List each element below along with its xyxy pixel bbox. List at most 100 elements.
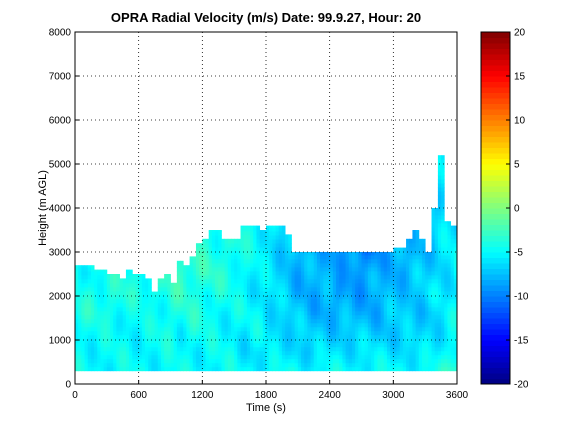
- heatmap-cell: [157, 282, 162, 288]
- heatmap-cell: [393, 298, 397, 304]
- heatmap-cell: [250, 227, 254, 232]
- heatmap-cell: [84, 302, 89, 308]
- heatmap-cell: [202, 294, 206, 300]
- heatmap-cell: [250, 251, 254, 256]
- heatmap-cell: [253, 354, 257, 360]
- heatmap-cell: [386, 274, 391, 280]
- heatmap-cell: [434, 259, 439, 264]
- heatmap-cell: [259, 282, 264, 288]
- heatmap-cell: [125, 322, 130, 328]
- heatmap-cell: [351, 310, 356, 316]
- heatmap-cell: [164, 330, 168, 336]
- heatmap-cell: [186, 314, 190, 320]
- heatmap-cell: [415, 294, 420, 300]
- heatmap-cell: [75, 314, 79, 320]
- heatmap-cell: [291, 338, 296, 344]
- heatmap-cell: [307, 338, 311, 344]
- heatmap-cell: [237, 354, 241, 360]
- heatmap-cell: [332, 270, 337, 276]
- heatmap-cell: [164, 354, 168, 360]
- heatmap-cell: [313, 270, 318, 276]
- heatmap-cell: [441, 239, 445, 244]
- heatmap-cell: [237, 366, 241, 372]
- heatmap-cell: [450, 318, 455, 324]
- heatmap-cell: [132, 326, 136, 332]
- heatmap-cell: [259, 290, 264, 296]
- heatmap-cell: [110, 286, 114, 292]
- heatmap-cell: [243, 255, 248, 260]
- heatmap-cell: [145, 310, 149, 316]
- heatmap-cell: [266, 259, 270, 264]
- heatmap-cell: [409, 342, 413, 348]
- heatmap-cell: [371, 266, 375, 272]
- heatmap-cell: [211, 350, 216, 356]
- heatmap-cell: [141, 318, 146, 324]
- heatmap-cell: [199, 338, 203, 344]
- heatmap-cell: [75, 286, 79, 292]
- heatmap-cell: [434, 239, 439, 244]
- heatmap-cell: [224, 243, 229, 248]
- y-tick-label: 4000: [49, 204, 72, 215]
- heatmap-cell: [425, 306, 429, 312]
- heatmap-cell: [444, 294, 448, 300]
- heatmap-cell: [377, 346, 381, 352]
- heatmap-cell: [437, 282, 442, 288]
- heatmap-cell: [278, 318, 283, 324]
- heatmap-cell: [234, 358, 238, 364]
- heatmap-cell: [316, 294, 321, 300]
- colorbar-segment: [481, 59, 510, 66]
- heatmap-cell: [141, 350, 146, 356]
- heatmap-cell: [87, 306, 92, 312]
- heatmap-cell: [125, 354, 130, 360]
- heatmap-cell: [119, 338, 124, 344]
- heatmap-cell: [444, 330, 448, 336]
- heatmap-cell: [383, 259, 388, 264]
- heatmap-cell: [453, 255, 458, 260]
- heatmap-cell: [211, 255, 216, 260]
- heatmap-cell: [119, 358, 124, 364]
- heatmap-cell: [288, 322, 292, 328]
- heatmap-cell: [183, 270, 187, 276]
- heatmap-cell: [364, 366, 369, 372]
- heatmap-cell: [316, 310, 321, 316]
- heatmap-cell: [386, 259, 391, 264]
- heatmap-cell: [281, 302, 286, 308]
- heatmap-cell: [409, 338, 413, 344]
- heatmap-cell: [90, 362, 95, 368]
- heatmap-cell: [278, 239, 283, 244]
- heatmap-cell: [240, 298, 245, 304]
- heatmap-cell: [151, 346, 155, 352]
- heatmap-cell: [84, 282, 89, 288]
- heatmap-cell: [215, 354, 219, 360]
- heatmap-cell: [224, 278, 229, 284]
- heatmap-cell: [377, 298, 381, 304]
- heatmap-cell: [415, 263, 420, 268]
- heatmap-cell: [243, 366, 248, 372]
- heatmap-cell: [434, 330, 439, 336]
- heatmap-cell: [272, 227, 276, 232]
- heatmap-cell: [84, 346, 89, 352]
- heatmap-cell: [195, 338, 200, 344]
- heatmap-cell: [215, 243, 219, 248]
- heatmap-cell: [243, 350, 248, 356]
- heatmap-cell: [396, 247, 401, 252]
- heatmap-cell: [307, 298, 311, 304]
- heatmap-cell: [224, 270, 229, 276]
- heatmap-cell: [428, 278, 432, 284]
- heatmap-cell: [240, 231, 245, 236]
- heatmap-cell: [434, 208, 439, 212]
- heatmap-cell: [342, 314, 346, 320]
- heatmap-cell: [269, 263, 273, 268]
- heatmap-cell: [234, 238, 238, 240]
- heatmap-cell: [90, 322, 95, 328]
- heatmap-cell: [275, 255, 280, 260]
- heatmap-cell: [323, 326, 327, 332]
- heatmap-cell: [215, 235, 219, 240]
- heatmap-cell: [180, 326, 184, 332]
- heatmap-cell: [380, 346, 385, 352]
- heatmap-cell: [364, 302, 369, 308]
- heatmap-cell: [224, 274, 229, 280]
- heatmap-cell: [97, 354, 101, 360]
- heatmap-cell: [170, 334, 175, 340]
- heatmap-cell: [116, 294, 120, 300]
